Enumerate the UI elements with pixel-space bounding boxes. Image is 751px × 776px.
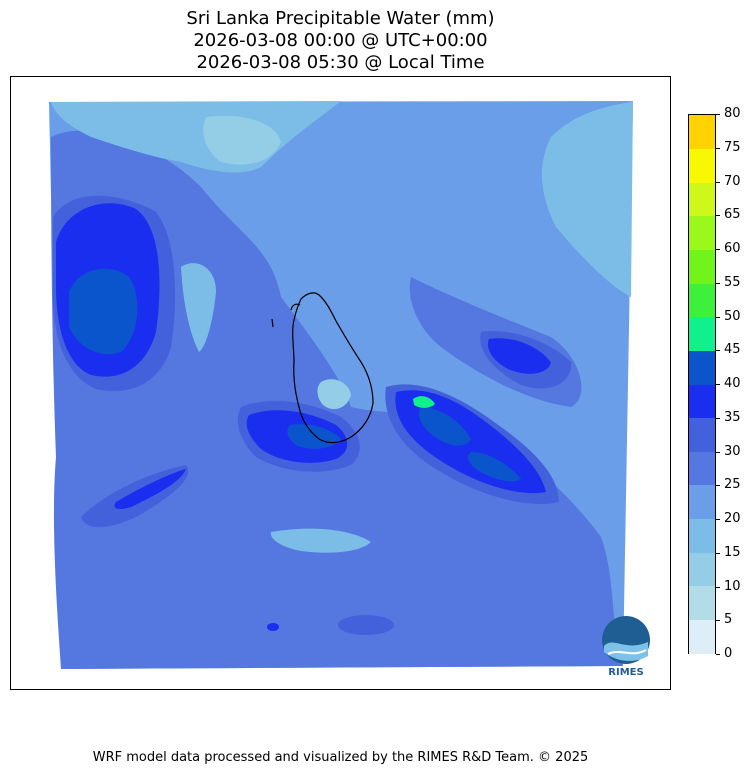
colorbar-tick-label: 25 — [724, 477, 741, 493]
colorbar-tick-label: 20 — [724, 511, 741, 526]
pw-contour-40-45-west — [69, 268, 138, 355]
colorbar-tick-label: 0 — [724, 646, 733, 661]
pw-contour-10-15-island — [317, 379, 351, 410]
colorbar-segment — [689, 350, 715, 385]
pw-contour-40-45-east2 — [468, 452, 521, 482]
colorbar-tick-label: 60 — [724, 241, 741, 256]
pw-contour-45-50 — [413, 396, 435, 408]
pw-contour-15-20-strip — [181, 263, 216, 352]
colorbar — [688, 114, 716, 654]
colorbar-tick-label: 75 — [724, 139, 741, 155]
colorbar-tick-label: 35 — [724, 409, 741, 425]
colorbar-tick-label: 5 — [724, 612, 733, 628]
precipitable-water-map — [49, 101, 633, 669]
pw-cell-sw — [267, 623, 279, 631]
colorbar-segment — [689, 182, 715, 217]
colorbar-segment — [689, 148, 715, 183]
colorbar-segment — [689, 215, 715, 250]
colorbar-tick-label: 45 — [724, 342, 741, 358]
colorbar-tick-label: 65 — [724, 207, 741, 223]
colorbar-segment — [689, 417, 715, 452]
sri-lanka-coastline — [271, 292, 374, 444]
map-title: Sri Lanka Precipitable Water (mm) 2026-0… — [0, 8, 681, 74]
colorbar-segment — [689, 484, 715, 519]
colorbar-segment — [689, 585, 715, 620]
pw-cell-south — [338, 615, 394, 635]
map-panel — [10, 76, 671, 690]
pw-contour-40-45-east — [419, 407, 471, 446]
footer-credit: WRF model data processed and visualized … — [92, 750, 589, 765]
colorbar-tick-label: 70 — [724, 173, 741, 189]
colorbar-segment — [689, 451, 715, 486]
colorbar-segment — [689, 283, 715, 318]
title-line-utc: 2026-03-08 00:00 @ UTC+00:00 — [193, 30, 488, 51]
colorbar-segment — [689, 619, 715, 654]
colorbar-tick-label: 55 — [724, 274, 741, 290]
pw-contour-10-15-north — [203, 115, 281, 165]
colorbar-tick-label: 30 — [724, 443, 741, 459]
pw-contour-35-40-ne — [487, 338, 551, 374]
colorbar-tick-label: 80 — [724, 106, 741, 121]
colorbar-tick-label: 50 — [724, 308, 741, 324]
colorbar-segment — [689, 249, 715, 284]
colorbar-segment — [689, 316, 715, 351]
colorbar-segment — [689, 552, 715, 587]
logo-text: RIMES — [608, 667, 643, 678]
pw-contour-35-40-sw — [114, 469, 186, 510]
colorbar-segment — [689, 518, 715, 553]
title-line-local: 2026-03-08 05:30 @ Local Time — [196, 52, 485, 73]
colorbar-segment — [689, 384, 715, 419]
title-line-variable: Sri Lanka Precipitable Water (mm) — [186, 8, 495, 29]
rimes-logo: RIMES — [602, 616, 650, 678]
colorbar-tick-label: 10 — [724, 578, 741, 594]
pw-contour-15-20-south — [270, 528, 371, 553]
pw-contour-15-20-ne — [541, 101, 633, 297]
colorbar-segment — [689, 115, 715, 150]
colorbar-tick-label: 15 — [724, 544, 741, 560]
colorbar-tick-label: 40 — [724, 376, 741, 391]
